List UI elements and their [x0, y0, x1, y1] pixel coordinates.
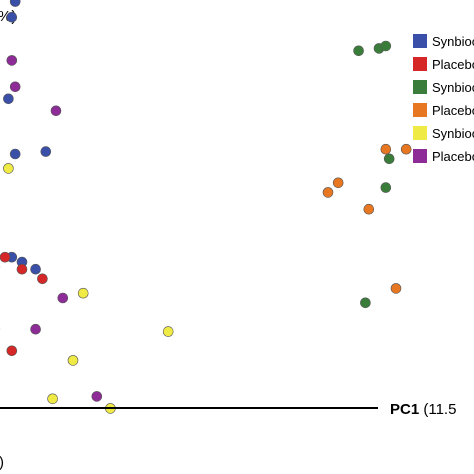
- point-series3-0: [380, 143, 392, 155]
- bottom-label-fragment: ): [0, 454, 4, 471]
- point-series3-3: [332, 177, 344, 189]
- point-series2-3: [383, 153, 395, 165]
- point-series4-4: [162, 326, 174, 337]
- legend-swatch-2: [413, 80, 427, 94]
- point-series1-6: [6, 345, 18, 357]
- legend-swatch-5: [413, 149, 427, 163]
- point-series2-5: [360, 297, 371, 309]
- point-series3-4: [363, 203, 375, 215]
- legend-label-2: Synbioc: [432, 80, 474, 95]
- point-series3-1: [400, 143, 412, 155]
- point-series2-1: [380, 40, 392, 52]
- point-series1-0: [0, 251, 11, 263]
- point-series5-0: [6, 55, 18, 66]
- legend-label-3: Placebo: [432, 103, 474, 118]
- x-axis-label: PC1 (11.5: [390, 401, 456, 418]
- point-series0-8: [30, 263, 41, 275]
- legend-label-4: Synbioc: [432, 126, 474, 141]
- point-series5-1: [9, 81, 21, 93]
- point-series4-6: [47, 393, 58, 405]
- legend: Synbioc Placebo Synbioc Placebo Synbioc Place…: [413, 34, 474, 164]
- legend-swatch-3: [413, 103, 427, 117]
- point-series5-2: [50, 105, 62, 117]
- x-axis-label-name: PC1: [390, 401, 419, 418]
- point-series0-0: [9, 0, 21, 7]
- legend-swatch-0: [413, 34, 427, 48]
- point-series0-4: [40, 146, 52, 157]
- point-series0-1: [6, 11, 18, 23]
- point-series0-3: [3, 93, 14, 105]
- point-series3-5: [390, 283, 402, 294]
- x-axis-label-percent: (11.5: [419, 401, 456, 418]
- point-series3-2: [322, 187, 334, 198]
- point-series5-3: [57, 292, 69, 304]
- legend-label-1: Placebo: [432, 57, 474, 72]
- point-series1-1: [16, 263, 28, 275]
- point-series5-4: [30, 323, 41, 335]
- legend-swatch-4: [413, 126, 427, 140]
- point-series4-3: [77, 287, 89, 299]
- point-series0-5: [9, 148, 21, 160]
- data-points: [0, 0, 412, 414]
- legend-swatch-1: [413, 57, 427, 71]
- point-series5-5: [91, 391, 103, 402]
- legend-label-5: Placebo: [432, 149, 474, 164]
- point-series2-2: [353, 45, 364, 57]
- legend-label-0: Synbioc: [432, 34, 474, 49]
- point-series2-4: [380, 182, 392, 193]
- point-series1-2: [37, 273, 48, 285]
- point-series4-5: [67, 355, 79, 366]
- point-series4-2: [3, 163, 14, 174]
